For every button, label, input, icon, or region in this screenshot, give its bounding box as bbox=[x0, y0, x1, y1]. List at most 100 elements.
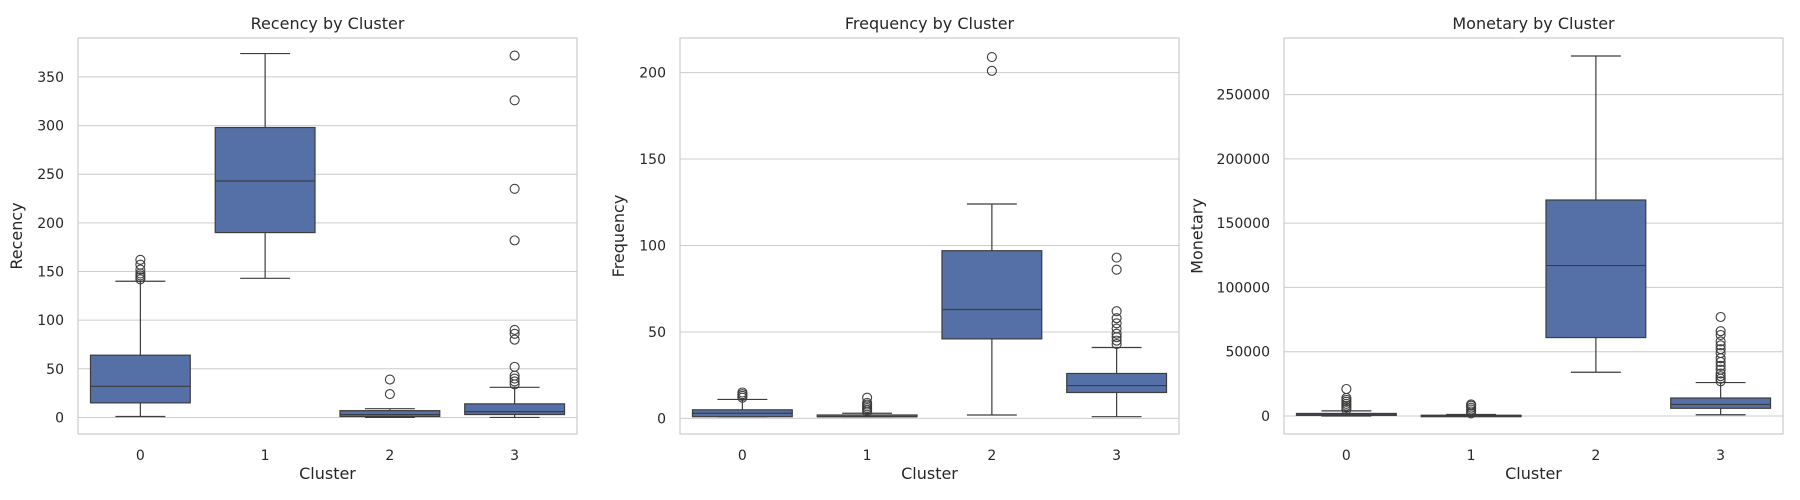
iqr-box bbox=[1670, 397, 1772, 409]
iqr-box bbox=[941, 250, 1043, 340]
box-cluster-1 bbox=[1420, 399, 1522, 419]
chart-title: Monetary by Cluster bbox=[1452, 14, 1615, 33]
box-cluster-3 bbox=[1066, 252, 1168, 418]
chart-panel-0: 0 50 100 150 200 250 300 350 0 1 2 3 Recency by Clus… bbox=[7, 14, 578, 483]
x-tick-label: 0 bbox=[1342, 448, 1351, 464]
x-tick-label: 1 bbox=[261, 448, 270, 464]
outlier-point bbox=[1715, 329, 1726, 341]
plot-frame bbox=[77, 37, 578, 435]
x-tick-label: 1 bbox=[1467, 448, 1476, 464]
x-tick-label: 0 bbox=[738, 448, 747, 464]
x-axis-label: Cluster bbox=[299, 464, 356, 483]
y-axis-label: Recency bbox=[7, 202, 26, 269]
outlier-point bbox=[862, 397, 873, 408]
outlier-point bbox=[509, 373, 520, 384]
y-tick-label: 50 bbox=[46, 362, 64, 378]
outlier-point bbox=[509, 235, 520, 246]
outlier-point bbox=[1111, 339, 1122, 350]
y-tick-label: 200000 bbox=[1217, 152, 1270, 168]
outlier-point bbox=[986, 51, 997, 63]
box-cluster-0 bbox=[89, 254, 191, 418]
outlier-point bbox=[509, 95, 520, 106]
outlier-point bbox=[1715, 347, 1726, 359]
box-cluster-3 bbox=[464, 50, 566, 419]
outlier-point bbox=[1111, 318, 1122, 329]
y-tick-label: 0 bbox=[55, 410, 64, 426]
y-tick-label: 150 bbox=[639, 152, 666, 168]
outlier-point bbox=[509, 324, 520, 335]
outlier-point bbox=[1715, 340, 1726, 351]
outlier-point bbox=[1466, 399, 1477, 410]
y-axis-label: Frequency bbox=[609, 195, 628, 278]
chart-panel-1: 0 50 100 150 200 0 1 2 3 Frequency by Cluster Clus… bbox=[609, 14, 1180, 483]
outlier-point bbox=[1715, 368, 1726, 379]
y-tick-label: 50 bbox=[648, 325, 666, 341]
box-cluster-3 bbox=[1670, 311, 1772, 416]
x-tick-label: 3 bbox=[510, 448, 519, 464]
x-tick-label: 3 bbox=[1112, 448, 1121, 464]
outlier-point bbox=[1111, 328, 1122, 339]
plot-frame bbox=[1283, 37, 1784, 435]
y-tick-label: 250000 bbox=[1217, 88, 1270, 104]
chart-title: Recency by Cluster bbox=[251, 14, 405, 33]
box-cluster-0 bbox=[1295, 383, 1397, 417]
outlier-point bbox=[1715, 311, 1726, 323]
y-tick-label: 300 bbox=[37, 119, 64, 135]
outlier-point bbox=[384, 389, 395, 400]
y-tick-label: 100 bbox=[37, 313, 64, 329]
y-axis-label: Monetary bbox=[1187, 198, 1206, 274]
outlier-point bbox=[1111, 264, 1122, 275]
outlier-point bbox=[509, 50, 520, 61]
outlier-point bbox=[1111, 252, 1122, 263]
iqr-box bbox=[89, 354, 191, 404]
outlier-point bbox=[1715, 336, 1726, 347]
iqr-box bbox=[1545, 199, 1647, 339]
outlier-point bbox=[509, 328, 520, 339]
iqr-box bbox=[1066, 372, 1168, 394]
outlier-point bbox=[509, 183, 520, 194]
iqr-box bbox=[464, 403, 566, 416]
outlier-point bbox=[509, 361, 520, 372]
outlier-point bbox=[1715, 360, 1726, 371]
y-tick-label: 200 bbox=[639, 66, 666, 82]
box-cluster-2 bbox=[941, 51, 1043, 416]
box-cluster-2 bbox=[339, 374, 441, 419]
y-tick-label: 100 bbox=[639, 239, 666, 255]
x-tick-label: 1 bbox=[863, 448, 872, 464]
outlier-point bbox=[1111, 323, 1122, 334]
outlier-point bbox=[1111, 306, 1122, 317]
x-tick-label: 2 bbox=[987, 448, 996, 464]
y-tick-label: 200 bbox=[37, 216, 64, 232]
x-axis-label: Cluster bbox=[901, 464, 958, 483]
x-tick-label: 0 bbox=[136, 448, 145, 464]
outlier-point bbox=[862, 392, 873, 403]
chart-panel-2: 0 50000 100000 150000 200000 250000 0 1 2 3 Moneta… bbox=[1187, 14, 1784, 483]
y-tick-label: 250 bbox=[37, 167, 64, 183]
iqr-box bbox=[214, 126, 316, 234]
box-cluster-0 bbox=[691, 387, 793, 418]
box-cluster-2 bbox=[1545, 55, 1647, 373]
plot-frame bbox=[679, 37, 1180, 435]
box-cluster-1 bbox=[214, 52, 316, 279]
outlier-point bbox=[135, 264, 146, 275]
outlier-point bbox=[509, 376, 520, 387]
outlier-point bbox=[1111, 335, 1122, 346]
outlier-point bbox=[1111, 313, 1122, 324]
x-tick-label: 3 bbox=[1716, 448, 1725, 464]
outlier-point bbox=[1715, 326, 1726, 337]
outlier-point bbox=[135, 259, 146, 270]
outlier-point bbox=[1715, 344, 1726, 355]
outlier-point bbox=[1715, 371, 1726, 382]
y-tick-label: 50000 bbox=[1225, 345, 1270, 361]
outlier-point bbox=[986, 65, 997, 76]
outlier-point bbox=[384, 374, 395, 385]
outlier-point bbox=[1715, 364, 1726, 375]
y-tick-label: 150 bbox=[37, 265, 64, 281]
outlier-point bbox=[509, 334, 520, 345]
x-axis-label: Cluster bbox=[1505, 464, 1562, 483]
y-tick-label: 0 bbox=[657, 411, 666, 427]
y-tick-label: 100000 bbox=[1217, 280, 1270, 296]
y-tick-label: 350 bbox=[37, 70, 64, 86]
chart-title: Frequency by Cluster bbox=[845, 14, 1015, 33]
